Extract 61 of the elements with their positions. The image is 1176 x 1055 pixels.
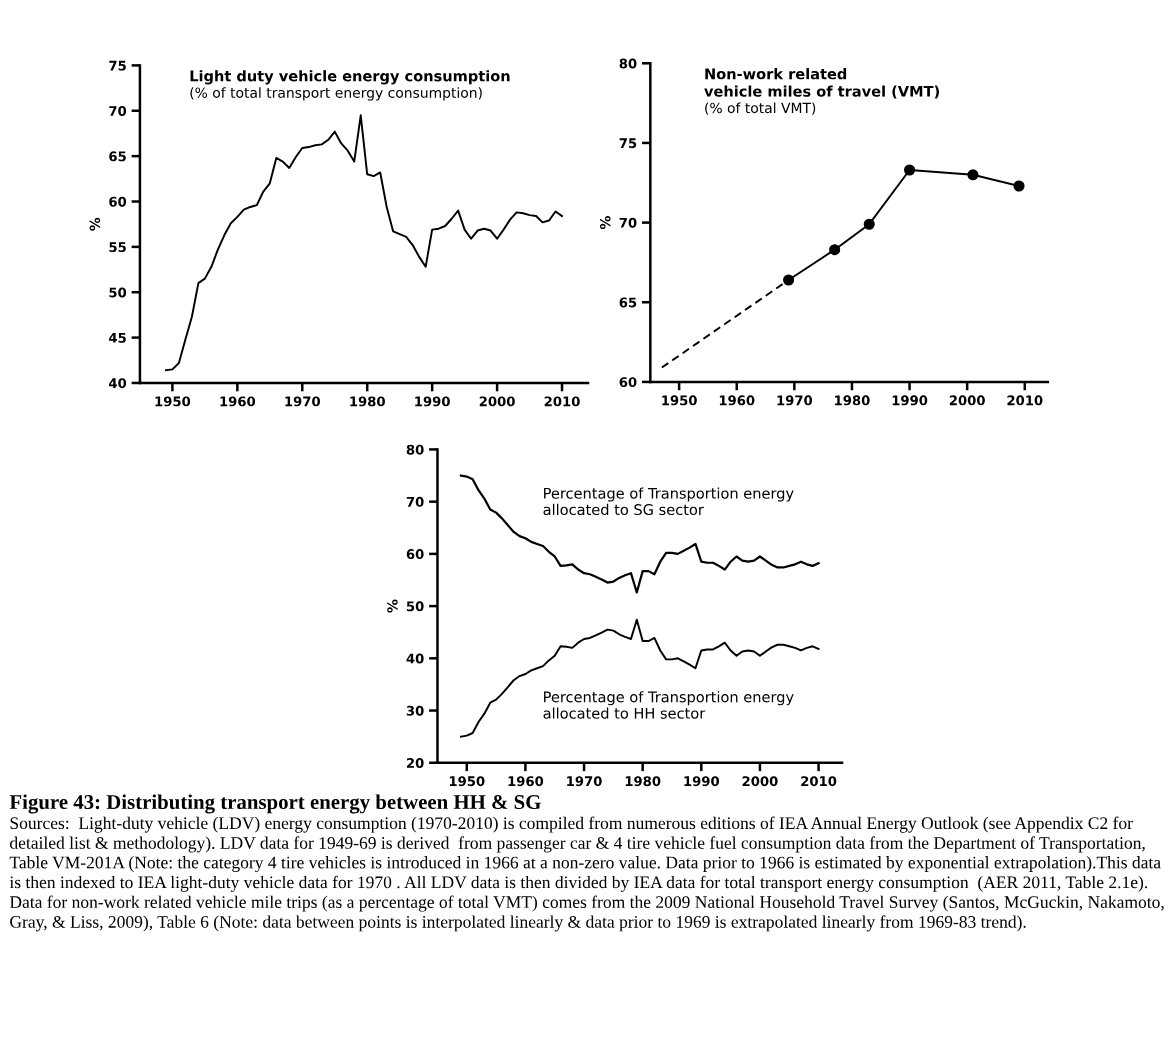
y-tick-label: 20	[406, 757, 424, 768]
y-axis-title: %	[600, 216, 611, 230]
point	[783, 274, 795, 286]
text: (% of total transport energy consumption)	[190, 87, 482, 101]
point	[904, 164, 916, 176]
x-tick-label: 1970	[285, 396, 321, 407]
y-tick-label: 70	[406, 496, 424, 507]
text: Non-work related vehicle miles of travel (VMT)	[704, 68, 939, 99]
y-tick-label: 50	[109, 287, 127, 298]
y-tick-label: 80	[619, 58, 637, 69]
line-series	[164, 114, 563, 372]
x-tick-label: 1980	[625, 776, 661, 787]
x-tick-label: 2010	[801, 776, 837, 787]
y-tick-label: 60	[406, 549, 424, 560]
x-tick-label: 2010	[1007, 395, 1043, 406]
x-tick-label: 1990	[684, 776, 720, 787]
point	[967, 169, 979, 181]
x-tick-label: 2000	[742, 776, 778, 787]
x-tick-label: 1950	[449, 776, 485, 787]
caption: Figure 43: Distributing transport energy between HH & SG	[9, 794, 541, 814]
y-tick-label: 45	[108, 332, 126, 343]
x-tick-label: 1960	[220, 396, 256, 407]
line-series	[459, 618, 820, 738]
chart-title: Light duty vehicle energy consumption	[190, 70, 510, 85]
y-tick-label: 55	[109, 242, 126, 253]
y-tick-label: 70	[109, 106, 127, 116]
y-axis-title: %	[387, 599, 398, 613]
y-tick-label: 60	[619, 377, 637, 388]
y-tick-label: 65	[619, 297, 637, 308]
x-tick-label: 1960	[508, 776, 544, 787]
series-label: Percentage of Transportion energy allocated to HH sector	[543, 691, 794, 719]
y-axis-title: %	[89, 217, 101, 231]
source-note: Sources: Light-duty vehicle (LDV) energy consumption (1970-2010) is compiled from numerous editions of IEA Annual Energy Outlook (see Appendix C2 for detailed list & methodology). LDV data for 1949-69 is derived from passenger car & 4 tire vehicle fuel consumption data from the Department of Transportation, Table VM-201A (Note: the category 4 tire vehicles is introduced in 1966 at a non-zero value. Data prior to 1966 is estimated by exponential extrapolation).This data is then indexed to IEA light-duty vehicle data for 1970 . All LDV data is then divided by IEA data for total transport energy consumption (AER 2011, Table 2.1e). Data for non-work related vehicle mile trips (as a percentage of total VMT) comes from the 2009 National Household Travel Survey (Santos, McGuckin, Nakamoto, Gray, & Liss, 2009), Table 6 (Note: data between points is interpolated linearly & data prior to 1969 is extrapolated linearly from 1969-83 trend).	[9, 816, 1164, 932]
x-tick-label: 1950	[155, 396, 191, 407]
text: Percentage of Transportion energy allocated to SG sector	[543, 487, 794, 516]
x-tick-label: 2000	[479, 396, 515, 407]
x-tick-label: 2000	[949, 395, 985, 406]
x-tick-label: 1970	[777, 395, 813, 406]
y-tick-label: 60	[109, 196, 127, 207]
x-tick-label: 1980	[835, 395, 870, 406]
y-tick-label: 30	[406, 705, 424, 716]
y-tick-label: 75	[109, 60, 126, 71]
y-tick-label: 75	[619, 138, 637, 149]
y-tick-label: 70	[619, 217, 637, 228]
x-tick-label: 1990	[892, 395, 928, 406]
y-tick-label: 50	[406, 601, 424, 612]
point	[829, 244, 841, 256]
line-series	[459, 474, 820, 594]
y-tick-label: 40	[108, 378, 127, 389]
x-tick-label: 1980	[350, 396, 385, 407]
point	[863, 218, 875, 230]
y-tick-label: 40	[406, 653, 424, 664]
x-tick-label: 1970	[567, 776, 602, 787]
x-tick-label: 1960	[719, 395, 755, 406]
y-tick-label: 65	[109, 151, 126, 162]
y-tick-label: 80	[406, 444, 424, 455]
x-tick-label: 1990	[415, 396, 450, 407]
point	[1013, 180, 1025, 192]
x-tick-label: 2010	[544, 396, 580, 407]
text: (% of total VMT)	[705, 102, 816, 115]
x-tick-label: 1950	[662, 395, 697, 406]
